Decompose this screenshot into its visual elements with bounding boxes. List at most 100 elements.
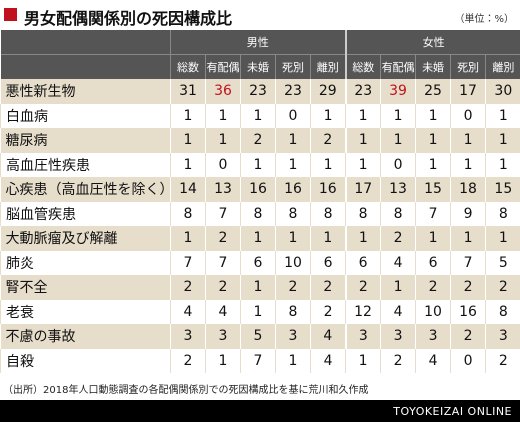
cell: 1	[205, 348, 241, 373]
cell: 2	[309, 299, 346, 324]
table-row: 脳血管疾患 8 7 8 8 8 8 8 7 9 8	[0, 201, 520, 226]
cell: 1	[344, 128, 381, 153]
cell: 2	[485, 275, 520, 300]
cell: 16	[275, 177, 311, 202]
cell: 7	[205, 201, 241, 226]
cell: 31	[170, 79, 206, 104]
cell: 14	[170, 177, 206, 202]
cell: 8	[380, 201, 416, 226]
cell: 2	[485, 348, 520, 373]
cell: 2	[205, 226, 241, 251]
cell: 16	[309, 177, 346, 202]
cell: 1	[205, 128, 241, 153]
cell: 1	[275, 128, 311, 153]
cell: 1	[485, 128, 520, 153]
cell: 2	[415, 275, 451, 300]
cell: 17	[450, 79, 486, 104]
cell: 23	[344, 79, 381, 104]
cell: 0	[275, 103, 311, 128]
cell: 6	[415, 250, 451, 275]
cell: 10	[415, 299, 451, 324]
row-label: 不慮の事故	[0, 324, 171, 349]
cell: 2	[450, 275, 486, 300]
cell: 1	[275, 152, 311, 177]
cell: 16	[450, 299, 486, 324]
cell: 2	[380, 226, 416, 251]
cell: 1	[415, 152, 451, 177]
cell: 13	[380, 177, 416, 202]
cell: 1	[345, 348, 381, 373]
cell: 1	[415, 128, 451, 153]
row-label: 自殺	[0, 348, 171, 373]
table-row: 心疾患（高血圧性を除く） 14 13 16 16 16 17 13 15 18 15	[0, 177, 520, 202]
table-row: 肺炎 7 7 6 10 6 6 4 6 7 5	[0, 250, 520, 275]
cell: 0	[380, 152, 416, 177]
cell: 1	[275, 226, 311, 251]
unit: （単位：%）	[454, 14, 514, 25]
cell: 25	[415, 79, 451, 104]
cell: 2	[309, 275, 346, 300]
table: 男性 女性 総数 有配偶 未婚 死別 離別 総数 有配偶 未婚 死別 離別 悪性新生物 31 36 23 2…	[0, 30, 520, 373]
cell: 6	[345, 250, 381, 275]
cell: 8	[170, 201, 206, 226]
cell: 29	[309, 79, 346, 104]
cell: 2	[170, 348, 206, 373]
column-header: 死別	[275, 54, 311, 79]
cell: 4	[205, 299, 241, 324]
cell: 1	[380, 128, 416, 153]
cell: 0	[205, 152, 241, 177]
cell: 1	[170, 226, 206, 251]
cell: 0	[450, 103, 486, 128]
row-label: 悪性新生物	[0, 79, 171, 104]
brand-bar: TOYOKEIZAI ONLINE	[0, 400, 520, 422]
cell: 4	[170, 299, 206, 324]
table-row: 白血病 1 1 1 0 1 1 1 1 0 1	[0, 103, 520, 128]
cell: 1	[240, 152, 276, 177]
row-label: 白血病	[0, 103, 171, 128]
cell: 15	[485, 177, 520, 202]
cell: 3	[485, 324, 520, 349]
cell: 1	[240, 299, 276, 324]
row-label: 脳血管疾患	[0, 201, 171, 226]
cell: 8	[485, 201, 520, 226]
cell: 1	[205, 103, 241, 128]
cell: 8	[275, 201, 311, 226]
cell: 8	[240, 201, 276, 226]
column-header: 有配偶	[205, 54, 241, 79]
cell: 1	[309, 103, 346, 128]
table-row: 自殺 2 1 7 1 4 1 2 4 0 2	[0, 348, 520, 373]
cell: 8	[309, 201, 346, 226]
cell: 1	[170, 152, 206, 177]
cell: 1	[170, 103, 206, 128]
title: 男女配偶関係別の死因構成比	[24, 9, 233, 28]
table-row: 不慮の事故 3 3 5 3 4 3 3 3 2 3	[0, 324, 520, 349]
cell: 2	[344, 275, 381, 300]
cell: 3	[415, 324, 451, 349]
source-note: （出所）2018年人口動態調査の各配偶関係別での死因構成比を基に荒川和久作成	[3, 385, 369, 396]
cell: 2	[450, 324, 486, 349]
cell: 2	[240, 128, 276, 153]
cell: 1	[485, 226, 520, 251]
cell: 1	[240, 226, 276, 251]
cell: 7	[450, 250, 486, 275]
table-body: 悪性新生物 31 36 23 23 29 23 39 25 17 30 白血病 1 1 1 0 1 1 1 1 0 1 糖尿…	[0, 79, 520, 373]
cell: 12	[345, 299, 381, 324]
cell: 1	[345, 103, 381, 128]
cell: 1	[344, 226, 381, 251]
row-label: 高血圧性疾患	[0, 152, 171, 177]
cell: 3	[170, 324, 206, 349]
column-header: 離別	[309, 54, 346, 79]
row-label: 糖尿病	[0, 128, 171, 153]
cell: 16	[240, 177, 276, 202]
cell: 2	[170, 275, 206, 300]
group-header: 男性	[169, 30, 346, 55]
cell: 17	[344, 177, 381, 202]
cell: 6	[309, 250, 346, 275]
cell: 3	[275, 324, 311, 349]
cell: 4	[380, 250, 416, 275]
cell: 1	[485, 152, 520, 177]
cell: 1	[275, 348, 311, 373]
cell: 1	[450, 226, 486, 251]
table-row: 糖尿病 1 1 2 1 2 1 1 1 1 1	[0, 128, 520, 153]
cell: 3	[344, 324, 381, 349]
